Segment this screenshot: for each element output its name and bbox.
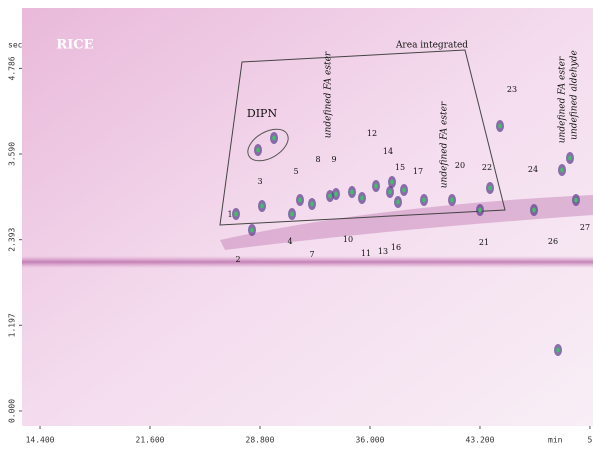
peak-number: 23 [507, 85, 517, 94]
peak-number: 5 [293, 167, 298, 176]
peak-core [422, 197, 426, 203]
peak-number: 9 [331, 155, 336, 164]
peak-core [390, 179, 394, 185]
peak-number: 15 [395, 163, 405, 172]
peak-core [328, 193, 332, 199]
peak-core [450, 197, 454, 203]
peak-number: 27 [580, 223, 590, 232]
y-axis-label: sec [8, 41, 23, 50]
y-tick-label: 4.786 [8, 56, 17, 80]
peak-number: 8 [315, 155, 320, 164]
peak-core [488, 185, 492, 191]
peak-core [532, 207, 536, 213]
peak-annotation: undefined FA ester [440, 101, 450, 188]
peak-number: 24 [528, 165, 538, 174]
y-tick-label: 2.393 [8, 227, 17, 251]
y-tick-label: 1.197 [8, 313, 17, 337]
y-tick-label: 0.000 [8, 399, 17, 423]
peak-core [310, 201, 314, 207]
peak-core [334, 191, 338, 197]
peak-core [290, 211, 294, 217]
region-label: Area integrated [395, 41, 468, 51]
peak-number: 22 [482, 163, 492, 172]
peak-number: 16 [391, 243, 401, 252]
peak-number: 1 [227, 210, 232, 219]
peak-number: 2 [235, 255, 240, 264]
plot-area [22, 8, 593, 426]
peak-core [374, 183, 378, 189]
peak-core [574, 197, 578, 203]
peak-core [234, 211, 238, 217]
x-axis-label: min [548, 436, 563, 445]
peak-annotation: undefined aldehyde [570, 50, 580, 140]
peak-core [260, 203, 264, 209]
x-tick-label: 36.000 [356, 436, 385, 445]
peak-number: 14 [383, 147, 393, 156]
x-tick-label: 14.400 [26, 436, 55, 445]
x-tick-label: 43.200 [466, 436, 495, 445]
elution-band [220, 195, 593, 250]
peak-core [350, 189, 354, 195]
peak-core [568, 155, 572, 161]
dipn-circle [247, 128, 289, 162]
peak-number: 11 [361, 249, 371, 258]
peak-number: 26 [548, 237, 558, 246]
peak-core [396, 199, 400, 205]
peak-core [250, 227, 254, 233]
peak-core [556, 347, 560, 353]
x-tick-label: 5 [588, 436, 593, 445]
peak-core [360, 195, 364, 201]
peak-core [402, 187, 406, 193]
baseline-band [22, 256, 593, 268]
peak-annotation: undefined FA ester [558, 56, 568, 143]
peak-number: 21 [479, 238, 489, 247]
peak-core [256, 147, 260, 153]
peak-annotation: undefined FA ester [324, 51, 334, 138]
peak-core [498, 123, 502, 129]
y-tick-label: 3.590 [8, 142, 17, 166]
peak-number: 10 [343, 235, 353, 244]
x-tick-label: 21.600 [136, 436, 165, 445]
peak-number: 4 [287, 237, 292, 246]
peak-number: 17 [413, 167, 423, 176]
integration-region [219, 49, 506, 226]
peak-number: 7 [309, 250, 314, 259]
peak-number: 3 [257, 177, 262, 186]
title: RICE [56, 38, 93, 53]
peak-core [560, 167, 564, 173]
peak-core [388, 189, 392, 195]
peak-number: 12 [367, 129, 377, 138]
peak-number: 20 [455, 161, 465, 170]
x-tick-label: 28.800 [246, 436, 275, 445]
peak-core [298, 197, 302, 203]
peak-core [272, 135, 276, 141]
peak-number: 13 [378, 247, 388, 256]
peak-core [478, 207, 482, 213]
group-label: DIPN [247, 107, 278, 120]
